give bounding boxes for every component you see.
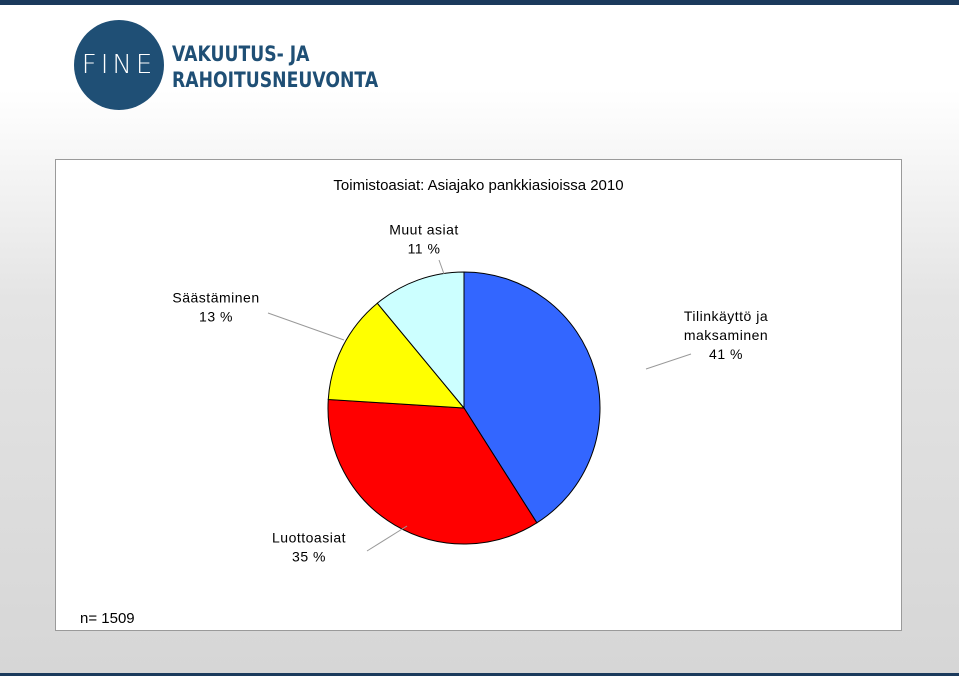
slice-category-label-1: Luottoasiat [272, 530, 346, 546]
slice-value-label-0: 41 % [709, 346, 743, 362]
slice-category-label-3: Muut asiat [389, 222, 459, 238]
logo-text-line2: RAHOITUSNEUVONTA [172, 68, 379, 92]
logo-text-line1: VAKUUTUS- JA [172, 42, 310, 66]
top-accent-bar [0, 0, 959, 5]
fine-logo-mark: FINE [74, 20, 164, 110]
pie-slice-1 [327, 398, 538, 545]
slice-value-label-2: 13 % [199, 309, 233, 325]
pie-slice-3 [376, 271, 465, 410]
pie-chart: Tilinkäyttö ja maksaminen 41 % Luottoasiat 3… [172, 222, 768, 565]
bottom-accent-bar [0, 673, 959, 676]
pie-slice-0 [463, 271, 601, 524]
fine-logo: FINE VAKUUTUS- JA RAHOITUSNEUVONTA [74, 20, 378, 112]
slice-category-label-2: Säästäminen [172, 290, 259, 306]
sample-size-note: n= 1509 [80, 610, 135, 627]
leader-line-1 [366, 525, 408, 552]
slice-value-label-3: 11 % [408, 241, 441, 257]
slice-category-label-0: Tilinkäyttö ja [684, 308, 768, 324]
slice-category-label-0: maksaminen [684, 327, 768, 343]
leader-line-0 [645, 353, 692, 370]
leader-line-2 [267, 312, 345, 341]
chart-frame: Toimistoasiat: Asiajako pankkiasioissa 2… [55, 159, 902, 631]
pie-slice-2 [327, 302, 466, 409]
slice-value-label-1: 35 % [292, 549, 326, 565]
chart-title: Toimistoasiat: Asiajako pankkiasioissa 2… [333, 177, 624, 194]
leader-line-3 [438, 259, 445, 275]
